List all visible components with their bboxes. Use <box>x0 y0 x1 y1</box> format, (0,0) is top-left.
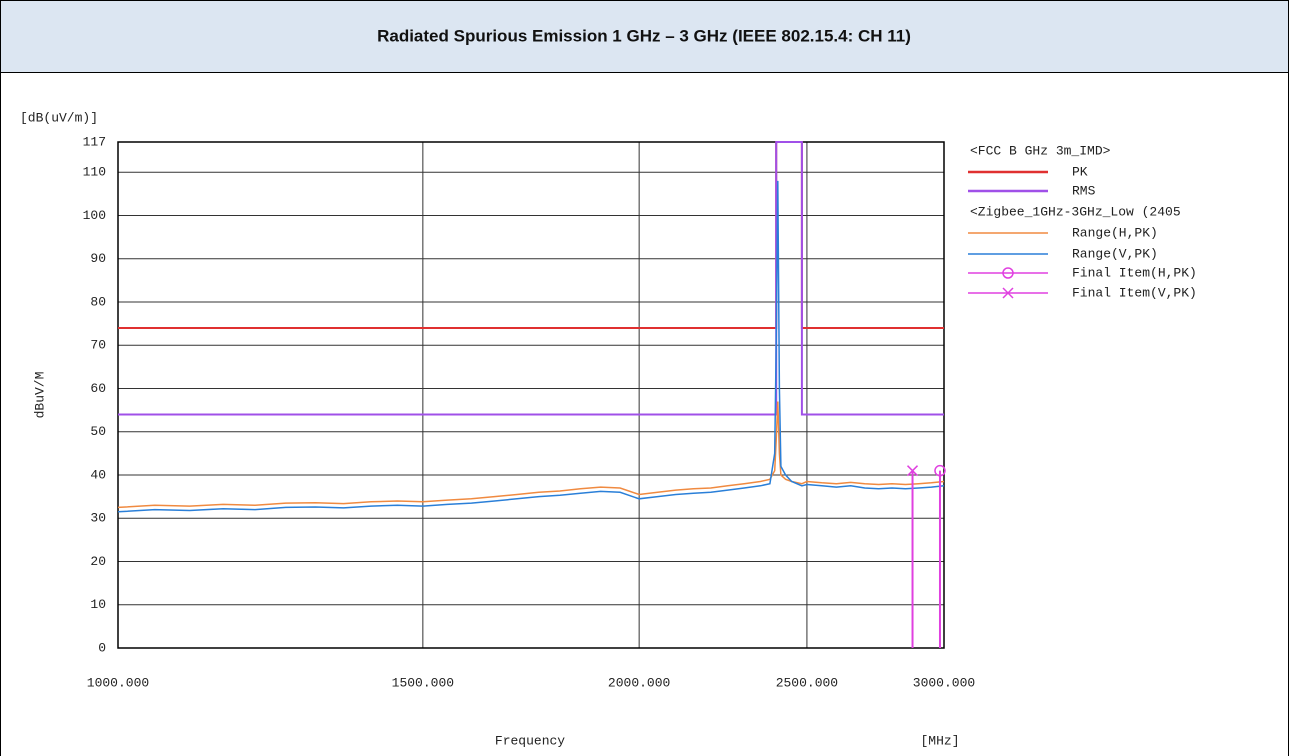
legend-label: Range(H,PK) <box>1072 225 1158 240</box>
y-tick-label: 50 <box>90 424 106 439</box>
x-tick-label: 2000.000 <box>608 675 670 690</box>
legend-label: Range(V,PK) <box>1072 246 1158 261</box>
x-tick-label: 3000.000 <box>913 675 975 690</box>
header-band <box>0 0 1289 73</box>
series-line <box>118 141 944 329</box>
y-tick-label: 70 <box>90 338 106 353</box>
y-tick-label: 20 <box>90 554 106 569</box>
y-unit-label: [dB(uV/m)] <box>20 110 98 125</box>
legend-header: <Zigbee_1GHz-3GHz_Low (2405 <box>970 204 1181 219</box>
legend-marker <box>1002 287 1014 299</box>
x-tick-label: 1000.000 <box>87 675 149 690</box>
x-axis-label: Frequency <box>495 733 565 748</box>
y-tick-label: 0 <box>98 640 106 655</box>
y-tick-label: 30 <box>90 511 106 526</box>
series-line <box>118 401 945 509</box>
y-tick-label: 110 <box>83 165 106 180</box>
legend-label: Final Item(V,PK) <box>1072 285 1197 300</box>
y-tick-label: 10 <box>90 597 106 612</box>
y-tick-label: 100 <box>83 208 106 223</box>
final-item-marker <box>906 465 919 477</box>
x-tick-label: 2500.000 <box>776 675 838 690</box>
y-tick-label: 90 <box>90 251 106 266</box>
legend-header: <FCC B GHz 3m_IMD> <box>970 143 1111 158</box>
legend-label: PK <box>1072 164 1088 179</box>
plot-frame <box>117 141 945 649</box>
final-item-marker <box>934 464 946 477</box>
y-tick-label: 60 <box>90 381 106 396</box>
y-tick-label: 40 <box>90 467 106 482</box>
series-line <box>118 141 944 416</box>
chart-title: Radiated Spurious Emission 1 GHz – 3 GHz… <box>377 26 911 45</box>
legend-label: Final Item(H,PK) <box>1072 265 1197 280</box>
y-tick-label: 117 <box>83 134 106 149</box>
x-tick-label: 1500.000 <box>392 675 454 690</box>
legend-label: RMS <box>1072 183 1096 198</box>
y-axis-label: dBuV/M <box>32 372 47 419</box>
y-tick-label: 80 <box>90 294 106 309</box>
series-line <box>118 180 945 513</box>
legend-marker <box>1002 267 1014 279</box>
x-unit-label: [MHz] <box>920 733 959 748</box>
